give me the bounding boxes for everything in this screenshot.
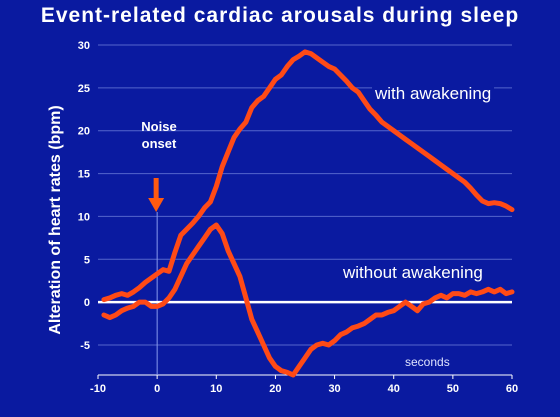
x-tick-label: -10 [90,383,106,395]
series-line-with-awakening [101,49,515,303]
x-tick-label: 30 [328,383,340,395]
y-tick-label: -5 [80,340,90,352]
x-tick-label: 10 [210,383,222,395]
series-label-with-awakening: with awakening [372,84,495,104]
x-tick-label: 0 [154,383,160,395]
y-tick-label: 10 [78,211,90,223]
noise-onset-arrow-head [148,198,165,212]
y-tick-label: 5 [84,254,90,266]
x-tick-label: 20 [269,383,281,395]
x-tick-label: 40 [388,383,400,395]
x-tick-label: 60 [506,383,518,395]
y-tick-label: 15 [78,169,90,181]
series-line-without-awakening [101,222,515,378]
noise-onset-label: Noise onset [141,119,177,151]
y-tick-label: 30 [78,40,90,52]
y-tick-label: 25 [78,83,90,95]
series-label-without-awakening: without awakening [340,263,486,283]
y-tick-label: 0 [84,297,90,309]
y-tick-label: 20 [78,126,90,138]
chart-title: Event-related cardiac arousals during sl… [40,4,520,27]
x-axis-label: seconds [405,355,450,369]
x-tick-label: 50 [447,383,459,395]
